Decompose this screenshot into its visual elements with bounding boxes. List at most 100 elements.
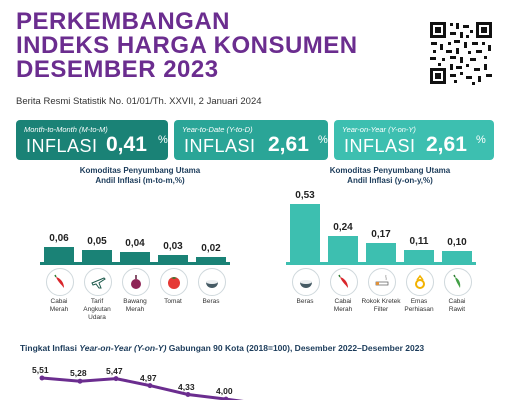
left-label-4: Beras	[191, 298, 231, 306]
right-panel-title-line2: Andil Inflasi (y-on-y,%)	[347, 176, 433, 185]
left-label-3: Tomat	[153, 298, 193, 306]
label-line: Udara	[88, 314, 106, 321]
title-line-2: INDEKS HARGA KONSUMEN	[16, 32, 358, 59]
label-line: Rawit	[448, 306, 466, 313]
bar-value-0: 0,06	[49, 233, 69, 244]
bottom-title-pre: Tingkat Inflasi	[20, 343, 80, 353]
bar-3	[158, 254, 188, 262]
gold-jewelry-icon	[406, 268, 434, 296]
bottom-chart-title: Tingkat Inflasi Year-on-Year (Y-on-Y) Ga…	[20, 343, 424, 353]
label-line: Merah	[333, 306, 353, 313]
left-label-1: Tarif Angkutan Udara	[77, 298, 117, 322]
left-panel-title-line1: Komoditas Penyumbang Utama	[79, 166, 201, 175]
label-line: Beras	[202, 298, 220, 305]
bottom-title-post: Gabungan 90 Kota (2018=100), Desember 20…	[166, 343, 425, 353]
card-value: 0,41	[106, 133, 147, 156]
bar-3	[404, 249, 434, 262]
right-panel-title-line1: Komoditas Penyumbang Utama	[329, 166, 451, 175]
tomato-icon	[160, 268, 188, 296]
cigarette-icon	[368, 268, 396, 296]
left-panel-title-line2: Andil Inflasi (m-to-m,%)	[95, 176, 185, 185]
line-value-4: 4,33	[178, 381, 195, 392]
bar-0	[290, 203, 320, 262]
bar-value-2: 0,17	[371, 229, 391, 241]
card-label: Year-on-Year (Y-on-Y)	[342, 125, 416, 134]
label-line: Cabai	[448, 298, 466, 305]
line-point-0	[39, 375, 45, 381]
card-inflasi-label: INFLASI	[344, 136, 416, 156]
bar-value-1: 0,05	[87, 235, 107, 247]
line-point-4	[185, 392, 191, 397]
line-point-1	[77, 378, 83, 384]
card-inflasi-label: INFLASI	[184, 136, 256, 156]
line-value-3: 4,97	[140, 372, 157, 383]
bar-4	[196, 257, 226, 262]
label-line: Perhiasan	[404, 306, 434, 313]
bar-1	[328, 235, 358, 262]
card-label: Year-to-Date (Y-to-D)	[182, 125, 253, 134]
left-panel-title: Komoditas Penyumbang Utama Andil Inflasi…	[40, 166, 240, 186]
bar-value-4: 0,10	[447, 237, 467, 248]
bar-value-1: 0,24	[333, 221, 353, 233]
right-baseline	[286, 262, 476, 265]
airplane-icon	[84, 268, 112, 296]
label-line: Emas	[410, 298, 428, 305]
right-label-3: Emas Perhiasan	[397, 298, 441, 314]
card-unit: %	[318, 134, 328, 146]
line-value-5: 4,00	[216, 386, 233, 397]
rice-bowl-icon	[198, 268, 226, 296]
label-line: Tomat	[164, 298, 182, 305]
bar-value-4: 0,02	[201, 243, 221, 254]
label-line: Merah	[125, 306, 145, 313]
label-line: Tarif	[90, 298, 104, 305]
card-value: 2,61	[426, 133, 467, 156]
label-line: Beras	[296, 298, 314, 305]
line-value-0: 5,51	[32, 365, 49, 375]
left-baseline	[40, 262, 230, 265]
label-line: Angkutan	[83, 306, 111, 313]
right-label-1: Cabai Merah	[323, 298, 363, 314]
right-label-0: Beras	[285, 298, 325, 306]
right-panel-title: Komoditas Penyumbang Utama Andil Inflasi…	[290, 166, 490, 186]
right-label-4: Cabai Rawit	[437, 298, 477, 314]
bar-0	[44, 247, 74, 262]
card-unit: %	[158, 134, 168, 146]
label-line: Cabai	[334, 298, 352, 305]
label-line: Rokok Kretek	[361, 298, 401, 305]
bar-value-3: 0,03	[163, 240, 183, 252]
card-month-to-month: Month-to-Month (M-to-M) INFLASI 0,41 %	[16, 120, 168, 160]
title-line-3: DESEMBER 2023	[16, 56, 219, 83]
card-unit: %	[476, 134, 486, 146]
line-value-2: 5,47	[106, 365, 123, 376]
line-point-2	[113, 376, 119, 382]
label-line: Filter	[373, 306, 389, 313]
rice-bowl-icon	[292, 268, 320, 296]
label-line: Cabai	[50, 298, 68, 305]
qr-code-icon[interactable]	[428, 20, 494, 86]
label-line: Merah	[49, 306, 69, 313]
shallot-icon	[122, 268, 150, 296]
page-title: PERKEMBANGAN INDEKS HARGA KONSUMEN DESEM…	[16, 10, 416, 82]
bar-value-0: 0,53	[295, 189, 315, 201]
line-point-5	[223, 396, 229, 400]
title-line-1: PERKEMBANGAN	[16, 8, 231, 35]
bar-4	[442, 251, 472, 262]
bar-value-2: 0,04	[125, 238, 145, 249]
label-line: Bawang	[123, 298, 147, 305]
line-point-3	[147, 383, 153, 389]
line-value-1: 5,28	[70, 368, 87, 379]
left-label-2: Bawang Merah	[115, 298, 155, 314]
card-value: 2,61	[268, 133, 309, 156]
card-year-on-year: Year-on-Year (Y-on-Y) INFLASI 2,61 %	[334, 120, 494, 160]
chili-icon	[330, 268, 358, 296]
page-subtitle: Berita Resmi Statistik No. 01/01/Th. XXV…	[16, 96, 262, 107]
bar-1	[82, 249, 112, 262]
bar-2	[366, 243, 396, 262]
bar-value-3: 0,11	[409, 235, 429, 247]
left-label-0: Cabai Merah	[39, 298, 79, 314]
card-label: Month-to-Month (M-to-M)	[24, 125, 108, 134]
card-inflasi-label: INFLASI	[26, 136, 98, 156]
green-chili-icon	[444, 268, 472, 296]
bar-2	[120, 252, 150, 262]
card-year-to-date: Year-to-Date (Y-to-D) INFLASI 2,61 %	[174, 120, 328, 160]
